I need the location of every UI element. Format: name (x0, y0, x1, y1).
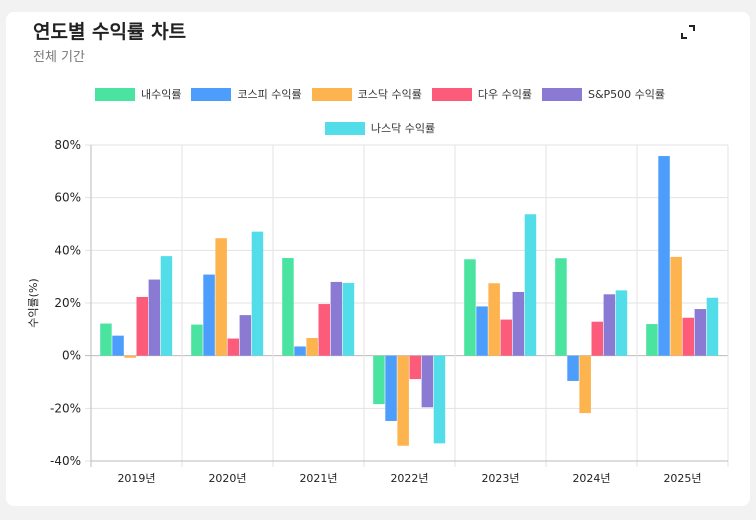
bar (373, 355, 385, 405)
bar (227, 338, 239, 356)
bar (160, 256, 173, 356)
legend-swatch (324, 121, 365, 135)
bar (524, 214, 537, 356)
y-axis-title: 수익률(%) (27, 278, 40, 327)
bar (342, 282, 355, 356)
bar (476, 306, 488, 356)
x-tick-label: 2021년 (299, 472, 337, 485)
y-tick-label: 60% (54, 191, 81, 205)
bar (306, 338, 318, 356)
x-tick-label: 2023년 (481, 472, 519, 485)
y-tick-label: 20% (54, 296, 81, 310)
bar (100, 323, 112, 356)
bar (694, 309, 707, 356)
bar (112, 335, 124, 356)
bar (294, 346, 306, 356)
bar (136, 296, 148, 356)
bar (148, 279, 161, 356)
bar (330, 281, 343, 356)
bar (124, 355, 136, 358)
bar (512, 291, 525, 356)
y-tick-label: 0% (62, 349, 81, 363)
legend-item[interactable]: 다우 수익률 (431, 86, 532, 102)
bar (421, 355, 434, 408)
y-tick-label: 80% (54, 138, 81, 152)
bar (215, 238, 227, 356)
expand-icon[interactable] (680, 24, 696, 40)
x-tick-label: 2020년 (208, 472, 246, 485)
bar (646, 324, 658, 356)
bar (658, 156, 670, 356)
x-tick-label: 2024년 (572, 472, 610, 485)
legend-item[interactable]: 내수익률 (94, 86, 182, 102)
bar (409, 355, 421, 380)
legend-label: S&P500 수익률 (587, 88, 666, 101)
x-tick-label: 2019년 (117, 472, 155, 485)
bar (488, 283, 500, 356)
bar (433, 355, 446, 444)
x-tick-label: 2025년 (663, 472, 701, 485)
bar (591, 321, 603, 356)
legend-swatch (541, 87, 582, 101)
bar (670, 256, 682, 356)
bar (555, 258, 567, 356)
legend-item[interactable]: 나스닥 수익률 (324, 120, 436, 136)
legend-item[interactable]: 코스닥 수익률 (311, 86, 422, 102)
legend-swatch (311, 87, 352, 101)
bar (191, 324, 203, 356)
y-tick-label: 40% (54, 243, 81, 257)
chart-subtitle: 전체 기간 (33, 50, 85, 65)
legend-item[interactable]: S&P500 수익률 (541, 86, 666, 102)
y-tick-label: -40% (50, 454, 81, 468)
legend-label: 코스피 수익률 (237, 88, 302, 101)
legend-swatch (431, 87, 472, 101)
legend-swatch (191, 87, 232, 101)
y-tick-label: -20% (50, 401, 81, 415)
bar (464, 259, 476, 356)
bar (239, 315, 252, 356)
bar (318, 304, 330, 356)
bar (603, 294, 616, 356)
legend-item[interactable]: 코스피 수익률 (191, 86, 302, 102)
bar (615, 290, 628, 356)
bar (203, 274, 215, 356)
x-tick-label: 2022년 (390, 472, 428, 485)
bar (706, 297, 719, 356)
bar (682, 317, 694, 356)
legend-label: 내수익률 (140, 88, 182, 101)
chart-title: 연도별 수익률 차트 (33, 21, 187, 43)
legend-label: 나스닥 수익률 (370, 122, 436, 135)
bar (397, 355, 409, 446)
bar (579, 355, 591, 414)
bar (251, 231, 264, 356)
bar (567, 355, 579, 381)
bar (385, 355, 397, 421)
bar (500, 319, 512, 356)
legend-label: 코스닥 수익률 (357, 88, 422, 101)
legend-swatch (94, 87, 135, 101)
legend-label: 다우 수익률 (477, 88, 532, 101)
bar (282, 257, 294, 356)
